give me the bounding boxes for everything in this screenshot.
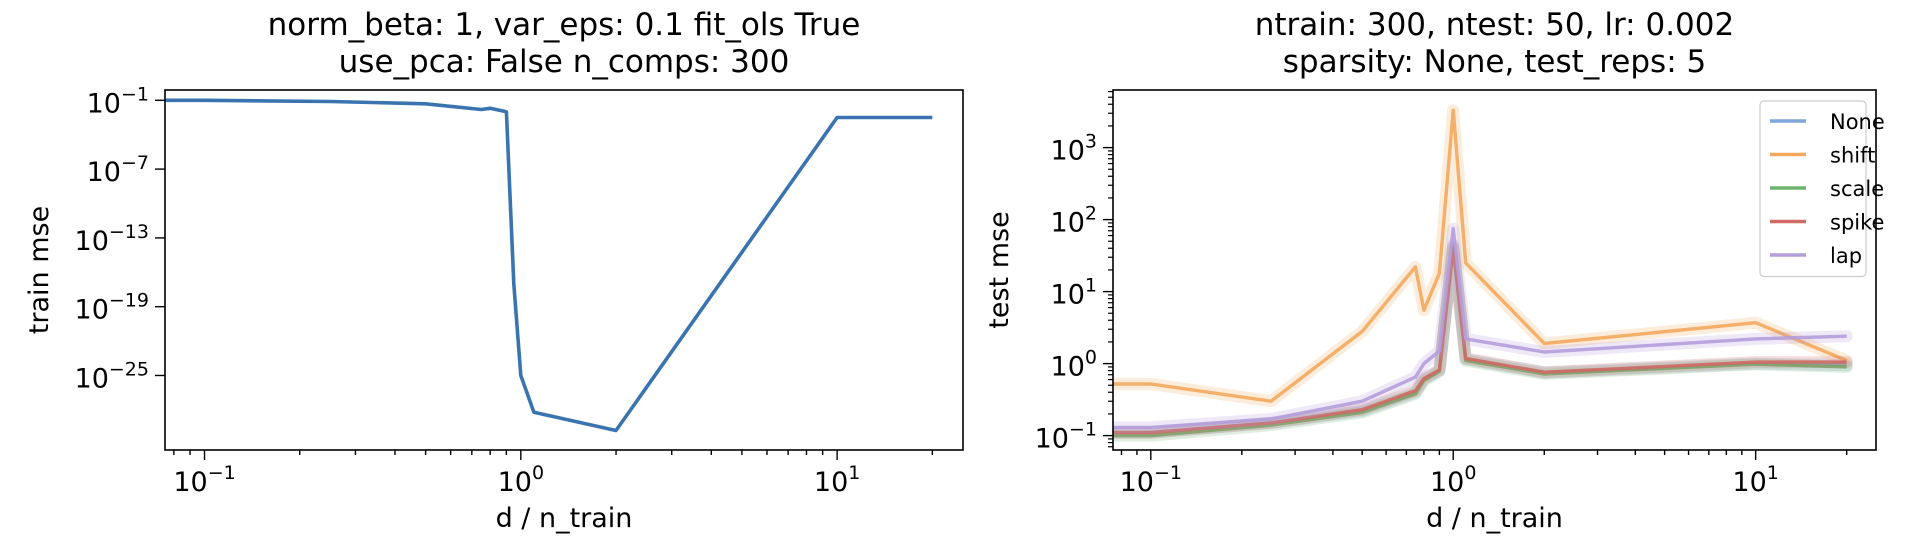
shift-series-line [1113,108,1848,403]
x-tick-label: 100 [1430,462,1476,498]
y-tick-label: 10−25 [75,358,149,394]
y-tick-label: 10−13 [75,221,149,257]
y-tick-label: 102 [1051,203,1097,239]
y-axis-label: test mse [984,211,1015,328]
x-tick-label: 101 [814,462,860,498]
chart-title-line: norm_beta: 1, var_eps: 0.1 fit_ols True [268,7,861,43]
legend: None shift scale spike lap [1759,100,1885,278]
legend-label-lap: lap [1830,244,1862,268]
y-axis-label: train mse [24,206,55,334]
x-axis-label: d / n_train [1426,503,1563,534]
y-axis: 10−1 10−7 10−13 10−19 10−25 [75,83,165,394]
y-tick-label: 10−1 [87,83,149,119]
lap-series-line [1113,226,1847,430]
y-axis: 10−1 100 101 102 103 [1035,90,1113,455]
chart-title-line: ntrain: 300, ntest: 50, lr: 0.002 [1255,7,1734,43]
test-mse-chart: ntrain: 300, ntest: 50, lr: 0.002sparsit… [984,7,1885,534]
series-group [1113,104,1853,442]
axes-frame [164,89,964,451]
train-mse-chart: norm_beta: 1, var_eps: 0.1 fit_ols Trueu… [24,7,964,534]
spike-series-line [1113,244,1847,435]
y-tick-label: 10−7 [87,152,149,188]
x-axis: 10−1 100 101 [173,450,934,498]
series-group [165,98,933,433]
chart-title-line: sparsity: None, test_reps: 5 [1283,44,1706,80]
x-tick-label: 101 [1732,462,1778,498]
y-tick-label: 101 [1051,275,1097,311]
legend-box [1759,100,1867,278]
x-axis: 10−1 100 101 [1120,450,1848,498]
legend-label-none: None [1830,110,1885,134]
train-mse-series-line [165,98,933,433]
legend-label-spike: spike [1830,211,1884,235]
chart-title-line: use_pca: False n_comps: 300 [339,44,790,80]
legend-label-scale: scale [1830,177,1884,201]
x-tick-label: 10−1 [173,462,235,498]
y-tick-label: 10−1 [1035,419,1097,455]
y-tick-label: 100 [1051,347,1097,383]
x-tick-label: 10−1 [1120,462,1182,498]
y-tick-label: 103 [1051,131,1097,167]
x-tick-label: 100 [498,462,544,498]
x-axis-label: d / n_train [496,503,633,534]
y-tick-label: 10−19 [75,290,149,326]
legend-label-shift: shift [1830,144,1875,168]
